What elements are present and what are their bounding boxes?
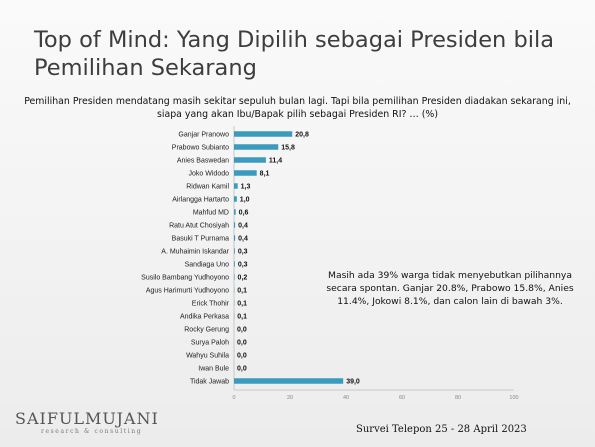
- category-label: Agus Harimurti Yudhoyono: [146, 288, 229, 295]
- bar: [234, 170, 257, 176]
- value-label: 0,3: [238, 249, 248, 256]
- category-label: Basuki T Purnama: [172, 236, 229, 243]
- x-tick-label: 0: [232, 395, 235, 401]
- bar: [234, 222, 236, 228]
- category-label: Rocky Gerung: [184, 327, 229, 334]
- logo-tagline: research & consulting: [41, 428, 143, 435]
- category-label: Erick Thohir: [192, 301, 230, 308]
- bar: [234, 144, 279, 150]
- bar: [234, 183, 238, 189]
- value-label: 8,1: [260, 171, 270, 178]
- summary-note: Masih ada 39% warga tidak menyebutkan pi…: [326, 270, 574, 307]
- value-label: 0,1: [237, 288, 247, 295]
- category-label: A. Muhaimin Iskandar: [161, 249, 229, 256]
- bar: [234, 235, 236, 241]
- chart-title: Top of Mind: Yang Dipilih sebagai Presid…: [34, 27, 555, 81]
- bar: [234, 248, 235, 254]
- value-label: 15,8: [281, 145, 295, 152]
- category-label: Mahfud MD: [193, 210, 229, 217]
- category-label: Sandiaga Uno: [185, 262, 229, 269]
- value-label: 20,8: [295, 132, 309, 139]
- category-label: Tidak Jawab: [190, 379, 229, 386]
- value-label: 0,0: [237, 340, 247, 347]
- bar: [234, 157, 266, 163]
- category-label: Iwan Bule: [198, 366, 229, 373]
- category-label: Ganjar Pranowo: [178, 132, 229, 139]
- logo: SAIFULMUJANI research & consulting: [15, 410, 175, 436]
- bar: [234, 131, 293, 137]
- category-label: Susilo Bambang Yudhoyono: [141, 275, 229, 282]
- category-label: Airlangga Hartarto: [172, 197, 229, 204]
- value-label: 11,4: [269, 158, 282, 165]
- category-label: Ratu Atut Chosiyah: [169, 223, 229, 230]
- value-label: 0,4: [238, 236, 248, 243]
- value-label: 0,4: [238, 223, 248, 230]
- value-label: 0,0: [237, 353, 247, 360]
- value-label: 1,3: [241, 184, 251, 191]
- value-label: 1,0: [240, 197, 250, 204]
- x-tick-label: 60: [399, 395, 405, 401]
- x-tick-label: 80: [455, 395, 461, 401]
- chart-subtitle: Pemilihan Presiden mendatang masih sekit…: [24, 96, 571, 120]
- x-tick-label: 20: [287, 395, 293, 401]
- category-label: Surya Paloh: [191, 340, 229, 347]
- value-label: 0,3: [238, 262, 248, 269]
- category-label: Andika Perkasa: [180, 314, 229, 321]
- category-label: Wahyu Suhila: [186, 353, 229, 360]
- bar: [234, 261, 235, 267]
- x-tick-label: 40: [343, 395, 349, 401]
- value-label: 0,1: [237, 301, 247, 308]
- value-label: 0,0: [237, 327, 247, 334]
- category-label: Joko Widodo: [189, 171, 230, 178]
- bar: [234, 378, 344, 384]
- value-label: 0,6: [239, 210, 249, 217]
- value-label: 0,2: [238, 275, 248, 282]
- bar: [234, 196, 237, 202]
- bar: [234, 209, 236, 215]
- logo-wordmark: SAIFULMUJANI: [15, 409, 159, 428]
- value-label: 39,0: [346, 379, 360, 386]
- category-label: Ridwan Kamil: [186, 184, 229, 191]
- bar: [234, 274, 235, 280]
- value-label: 0,1: [237, 314, 247, 321]
- x-tick-label: 100: [509, 395, 518, 401]
- survey-footer: Survei Telepon 25 - 28 April 2023: [356, 424, 527, 435]
- category-label: Anies Baswedan: [177, 158, 229, 165]
- value-label: 0,0: [237, 366, 247, 373]
- category-label: Prabowo Subianto: [172, 145, 229, 152]
